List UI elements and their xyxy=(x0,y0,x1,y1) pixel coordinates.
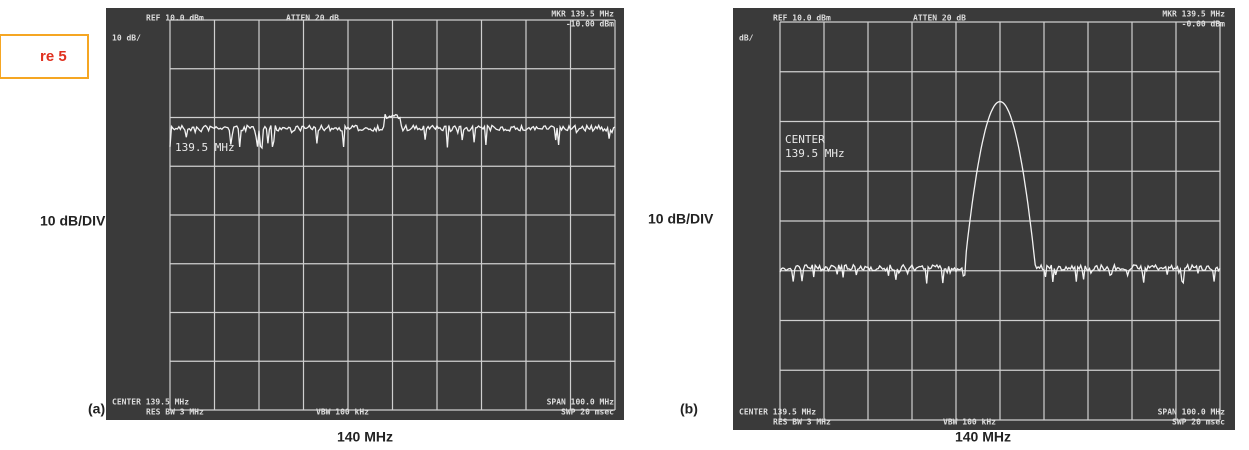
screen-text: ATTEN 20 dB xyxy=(286,14,339,23)
screen-text: ATTEN 20 dB xyxy=(913,14,966,23)
screen-text: -10.00 dBm xyxy=(566,20,614,29)
marker-note: CENTER xyxy=(785,133,825,146)
marker-note: 139.5 MHz xyxy=(785,147,845,160)
figure-label: re 5 xyxy=(40,48,67,65)
screen-text: SWP 20 msec xyxy=(561,408,614,417)
screen-text: SPAN 100.0 MHz xyxy=(1158,408,1226,417)
x-axis-label: 140 MHz xyxy=(955,429,1011,445)
figure: re 5 REF 10.0 dBm ATTEN 20 dB MKR 139.5 MH… xyxy=(0,0,1249,450)
screen-text: RES BW 3 MHz xyxy=(146,408,204,417)
screen-text: RES BW 3 MHz xyxy=(773,418,831,427)
screen-text: MKR 139.5 MHz xyxy=(551,10,614,19)
screen-text: REF 10.0 dBm xyxy=(773,14,831,23)
screen-text: SPAN 100.0 MHz xyxy=(547,398,615,407)
panel-label: (b) xyxy=(680,401,698,417)
screen-text: VBW 100 kHz xyxy=(943,418,996,427)
screen-text: REF 10.0 dBm xyxy=(146,14,204,23)
screen-text: SWP 20 msec xyxy=(1172,418,1225,427)
y-axis-label: 10 dB/DIV xyxy=(648,211,714,227)
screen-text: MKR 139.5 MHz xyxy=(1162,10,1225,19)
analyzer-screen xyxy=(106,8,624,420)
y-axis-label: 10 dB/DIV xyxy=(40,213,106,229)
screen-text: CENTER 139.5 MHz xyxy=(112,398,189,407)
screen-text: -0.00 dBm xyxy=(1182,20,1226,29)
marker-note: 139.5 MHz xyxy=(175,141,235,154)
panel-label: (a) xyxy=(88,401,105,417)
x-axis-label: 140 MHz xyxy=(337,429,393,445)
screen-text: VBW 100 kHz xyxy=(316,408,369,417)
screen-text: dB/ xyxy=(739,34,754,43)
screen-text: CENTER 139.5 MHz xyxy=(739,408,816,417)
screen-text: 10 dB/ xyxy=(112,34,141,43)
